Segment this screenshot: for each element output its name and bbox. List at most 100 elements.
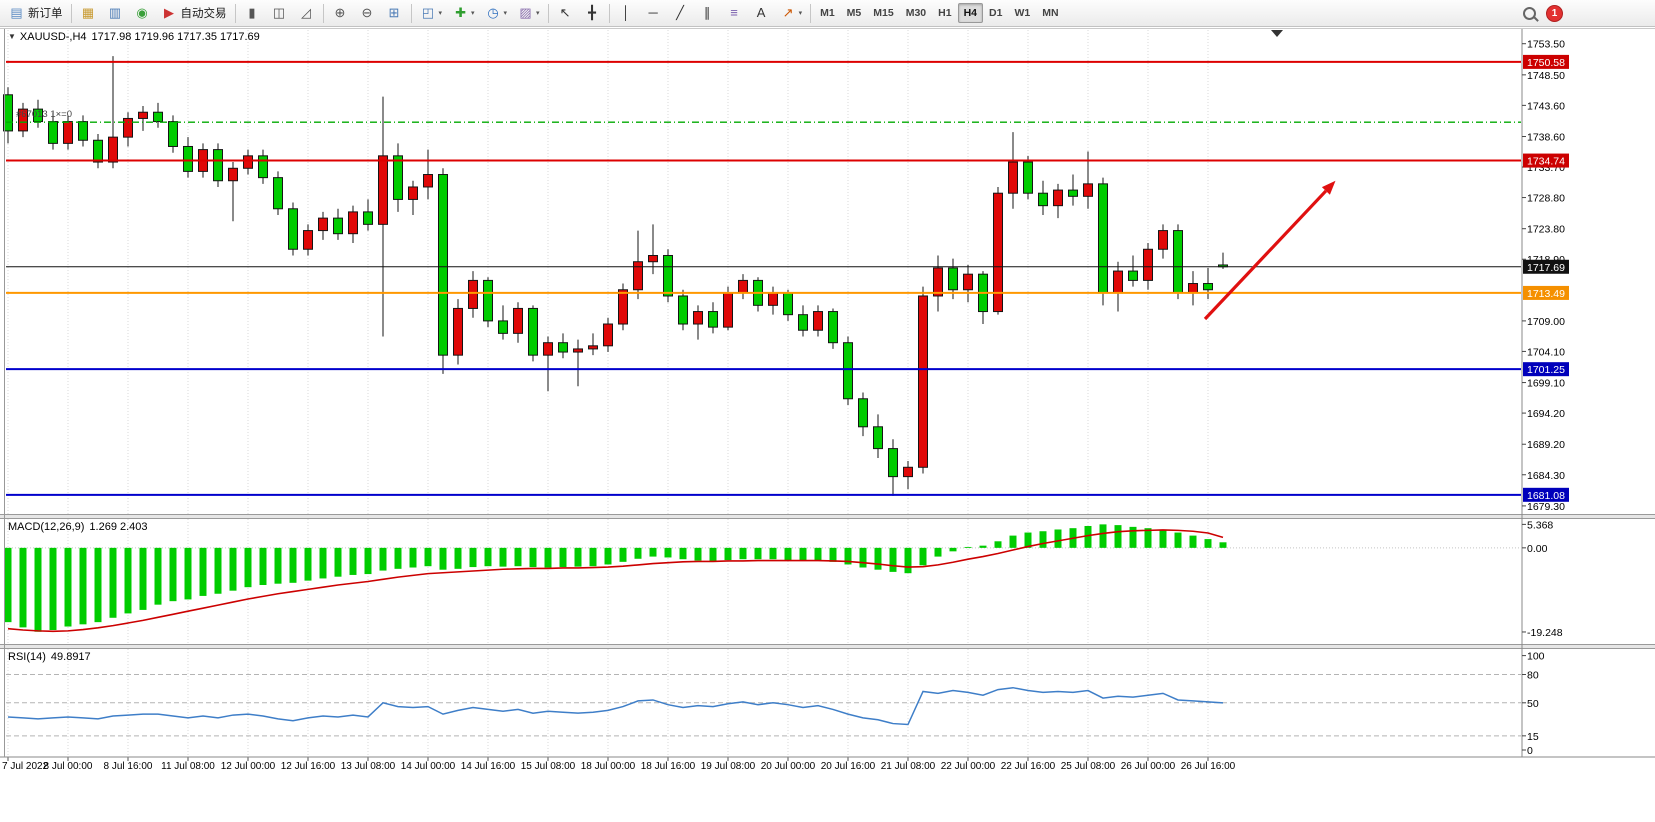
tf-m5-button[interactable]: M5 <box>846 7 862 19</box>
zoom-in-button[interactable]: ⊕ <box>328 1 353 25</box>
candle-body <box>243 155 253 169</box>
line-chart-button[interactable]: ◿ <box>294 1 319 25</box>
line-chart-icon: ◿ <box>301 5 311 20</box>
macd-histogram-bar <box>244 547 252 588</box>
zoom-out-icon: ⊖ <box>361 5 373 20</box>
crosshair-button[interactable]: ╋ <box>580 1 605 25</box>
chart-title-ohlc: 1717.98 1719.96 1717.35 1717.69 <box>91 31 260 43</box>
indicator-levels <box>6 547 1521 737</box>
cursor-button[interactable]: ↖ <box>553 1 578 25</box>
candlestick-chart-button[interactable]: ◫ <box>267 1 292 25</box>
splitter-macd-rsi[interactable] <box>0 644 1655 649</box>
search-icon[interactable] <box>1523 7 1536 20</box>
autotrading-button[interactable]: ▶ 自动交易 <box>157 1 231 25</box>
price-tag-label: 1681.08 <box>1527 490 1565 502</box>
macd-histogram-bar <box>739 547 747 560</box>
macd-histogram-bar <box>574 547 582 567</box>
channel-icon: ∥ <box>703 5 711 20</box>
bar-chart-button[interactable]: ▮ <box>240 1 265 25</box>
macd-values: 1.269 2.403 <box>89 521 148 533</box>
candle-body <box>1113 270 1123 294</box>
tf-d1-button[interactable]: D1 <box>989 7 1003 19</box>
candle-body <box>588 345 598 350</box>
price-axis[interactable]: 1753.501748.501743.601738.601733.701728.… <box>1522 39 1565 513</box>
candle-body <box>708 311 718 328</box>
toolbar-separator <box>322 3 324 23</box>
macd-histogram-bar <box>199 547 207 596</box>
tf-h4-button[interactable]: H4 <box>957 3 984 23</box>
price-axis-label: 1694.20 <box>1527 408 1565 420</box>
indicator-axes[interactable]: 5.368 0.00 -19.248 100 80 50 15 0 <box>1522 519 1563 757</box>
vertical-line-button[interactable]: │ <box>614 1 639 25</box>
candle-body <box>783 292 793 316</box>
trendline-button[interactable]: ╱ <box>668 1 693 25</box>
zoom-out-button[interactable]: ⊖ <box>355 1 380 25</box>
candle-body <box>498 320 508 334</box>
candle-body <box>1023 161 1033 194</box>
macd-histogram-bar <box>529 547 537 568</box>
channel-button[interactable]: ∥ <box>695 1 720 25</box>
toolbar-right-group: 1 <box>1523 5 1563 22</box>
time-axis-label: 26 Jul 16:00 <box>1181 761 1236 772</box>
macd-histogram-bar <box>259 547 267 585</box>
macd-histogram-bar <box>394 547 402 569</box>
candlestick-series <box>3 56 1228 496</box>
new-order-button[interactable]: ▤ 新订单 <box>4 1 67 25</box>
arrows-button[interactable]: ↗ ▾ <box>776 1 807 25</box>
periods-button[interactable]: ◷ ▾ <box>481 1 512 25</box>
tf-mn-button[interactable]: MN <box>1042 7 1059 19</box>
pane-splitters[interactable] <box>0 514 1655 649</box>
fibonacci-icon: ≡ <box>730 5 738 20</box>
tf-w1-button[interactable]: W1 <box>1014 7 1031 19</box>
macd-histogram-bar <box>754 547 762 560</box>
tf-m1-button[interactable]: M1 <box>820 7 835 19</box>
profiles-button[interactable]: ▥ <box>103 1 128 25</box>
horizontal-line-button[interactable]: ─ <box>641 1 666 25</box>
price-axis-label: 1679.30 <box>1527 501 1565 513</box>
text-button[interactable]: A <box>749 1 774 25</box>
candle-body <box>573 348 583 353</box>
rsi-line <box>7 686 1224 726</box>
time-axis-label: 21 Jul 08:00 <box>881 761 936 772</box>
tile-windows-button[interactable]: ◰ ▾ <box>416 1 447 25</box>
splitter-main-macd[interactable] <box>0 514 1655 519</box>
candle-body <box>768 292 778 306</box>
candle-body <box>1008 161 1018 194</box>
order-line[interactable]: #67013 1×=0 <box>6 109 1521 123</box>
resistance-line-1734-tag <box>1523 153 1569 168</box>
candle-body <box>1038 192 1048 207</box>
market-watch-button[interactable]: ◉ <box>130 1 155 25</box>
macd-histogram-bar <box>184 547 192 600</box>
time-axis-label: 19 Jul 08:00 <box>701 761 756 772</box>
candle-body <box>1083 183 1093 197</box>
candle-body <box>333 217 343 235</box>
macd-histogram-bar <box>604 547 612 565</box>
candle-body <box>468 279 478 309</box>
templates-button[interactable]: ▨ ▾ <box>513 1 544 25</box>
macd-histogram-bar <box>769 547 777 560</box>
tf-h1-button[interactable]: H1 <box>938 7 952 19</box>
chart-shift-marker[interactable] <box>1271 30 1283 37</box>
macd-histogram-bar <box>79 547 87 625</box>
window-menu-icon[interactable]: ▼ <box>8 32 16 41</box>
fibonacci-button[interactable]: ≡ <box>722 1 747 25</box>
macd-histogram-bar <box>229 547 237 591</box>
toolbar-separator <box>810 3 812 23</box>
notification-badge[interactable]: 1 <box>1546 5 1563 22</box>
indicators-button[interactable]: ✚ ▾ <box>448 1 479 25</box>
resistance-line-1750-tag <box>1523 54 1569 69</box>
auto-scroll-button[interactable]: ⊞ <box>382 1 407 25</box>
macd-histogram-bar <box>409 547 417 568</box>
tf-m30-button[interactable]: M30 <box>905 7 927 19</box>
candle-body <box>63 121 73 144</box>
tf-m15-button[interactable]: M15 <box>873 7 894 19</box>
time-axis-label: 8 Jul 00:00 <box>44 761 93 772</box>
new-chart-button[interactable]: ▦ <box>76 1 101 25</box>
candle-body <box>318 217 328 232</box>
trend-arrow-annotation[interactable] <box>1203 180 1336 321</box>
autotrading-icon: ▶ <box>164 5 174 20</box>
macd-histogram-bar <box>679 547 687 560</box>
